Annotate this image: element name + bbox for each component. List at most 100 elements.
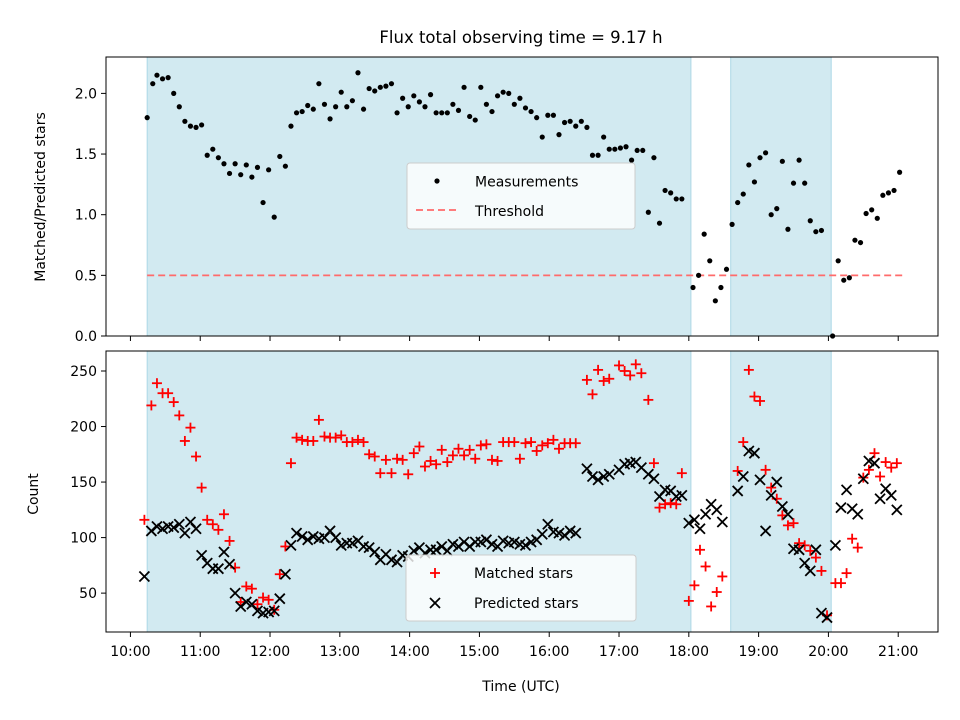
x-axis-ticks: [129, 336, 899, 341]
measurement-point: [556, 132, 562, 138]
measurement-point: [578, 118, 584, 124]
measurement-point: [707, 258, 713, 264]
predicted-star-point: [408, 545, 420, 557]
measurement-point: [668, 190, 674, 196]
predicted-star-point: [369, 546, 381, 558]
matched-star-point: [369, 451, 380, 462]
measurement-point: [813, 229, 819, 235]
measurement-point: [874, 215, 880, 221]
predicted-star-point: [330, 531, 342, 544]
x-marker-b: [324, 525, 336, 537]
matched-star-point: [139, 514, 150, 525]
matched-star-point: [213, 524, 224, 535]
matched-star-point: [514, 453, 525, 464]
predicted-star-point: [290, 527, 303, 539]
matched-star-point: [347, 437, 358, 448]
matched-star-point: [191, 451, 202, 462]
x-marker-b: [397, 549, 409, 562]
measurement-point: [723, 266, 730, 272]
x-marker-b: [815, 607, 828, 619]
matched-star-point: [816, 565, 827, 576]
measurement-point: [433, 110, 439, 116]
x-marker-b: [603, 468, 615, 480]
predicted-star-point: [542, 518, 554, 530]
y-axis-label: Matched/Predicted stars: [33, 112, 49, 282]
matched-star-point: [174, 410, 185, 421]
predicted-star-point: [285, 539, 297, 552]
matched-star-point: [486, 454, 497, 465]
measurement-point: [651, 155, 657, 161]
legend-box: [405, 554, 637, 622]
measurement-point: [841, 277, 847, 283]
matched-star-point: [285, 458, 296, 469]
matched-star-point: [414, 441, 425, 452]
predicted-star-point: [688, 514, 701, 526]
x-marker-b: [840, 484, 853, 496]
x-marker-b: [880, 483, 892, 495]
x-marker-b: [782, 508, 794, 520]
y-tick-label: 150: [70, 475, 97, 491]
measurement-point: [835, 258, 841, 264]
measurement-point: [818, 227, 825, 234]
measurement-point: [869, 207, 875, 213]
matched-star-point: [841, 568, 852, 579]
matched-star-point: [151, 378, 162, 389]
predicted-star-point: [430, 544, 442, 556]
measurement-point: [545, 112, 551, 118]
measurement-point: [360, 106, 367, 112]
predicted-star-point: [570, 527, 582, 539]
legend: Measurements Threshold: [406, 162, 636, 230]
matched-star-point: [403, 469, 414, 480]
observing-window-band: [730, 56, 832, 337]
matched-star-point: [689, 580, 700, 591]
predicted-star-point: [782, 508, 794, 520]
predicted-star-point: [648, 473, 660, 485]
matched-star-point: [671, 499, 682, 510]
predicted-star-point: [759, 525, 772, 537]
measurement-point: [511, 101, 517, 107]
x-tick-label: 16:00: [529, 644, 569, 660]
x-marker-b: [212, 563, 225, 575]
matched-star-point: [636, 368, 647, 379]
predicted-star-point: [799, 557, 811, 569]
x-marker-b: [765, 489, 777, 502]
matched-star-point: [163, 388, 174, 399]
x-tick-label: 19:00: [738, 644, 778, 660]
chart-title: Flux total observing time = 9.17 h: [379, 28, 662, 47]
predicted-star-point: [885, 489, 897, 502]
x-tick-label: 13:00: [320, 644, 360, 660]
x-tick-label: 14:00: [389, 644, 429, 660]
measurement-point: [740, 191, 746, 197]
matched-star-point: [593, 364, 604, 375]
predicted-star-point: [536, 528, 548, 540]
x-marker-b: [296, 530, 308, 543]
matched-star-point: [196, 482, 207, 493]
measurement-point: [718, 284, 724, 291]
x-marker-b: [274, 593, 286, 605]
matched-star-point: [146, 400, 157, 411]
measurement-point: [863, 210, 869, 217]
measurement-point: [857, 239, 864, 246]
matched-star-point: [863, 464, 874, 475]
measurement-point: [388, 81, 395, 87]
measurement-point: [534, 115, 540, 121]
x-tick-label: 21:00: [878, 644, 918, 660]
measurement-point: [679, 196, 685, 202]
measurement-point: [601, 134, 607, 140]
measurement-point: [623, 144, 629, 150]
x-marker-b: [542, 518, 554, 530]
legend-label-matched: Matched stars: [474, 566, 573, 582]
x-marker-b: [307, 530, 319, 543]
x-marker-b: [659, 484, 671, 496]
measurement-point: [785, 226, 791, 232]
measurement-point: [355, 70, 361, 76]
measurement-point: [182, 118, 188, 124]
x-marker-b: [665, 485, 677, 497]
x-marker-b: [635, 461, 647, 474]
measurement-point: [232, 161, 238, 167]
matched-star-point: [459, 450, 470, 461]
measurement-point: [176, 104, 182, 110]
measurement-point: [897, 169, 903, 175]
measurement-point: [344, 104, 350, 110]
